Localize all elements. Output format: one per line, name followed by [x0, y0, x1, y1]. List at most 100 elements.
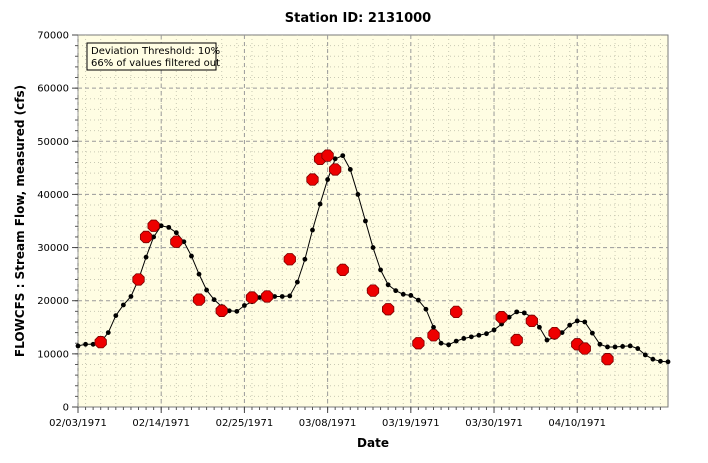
data-point [612, 344, 618, 350]
data-point [650, 356, 656, 362]
x-axis-label: Date [357, 436, 389, 450]
x-tick-label: 04/10/1971 [548, 418, 606, 429]
data-point [658, 358, 663, 364]
data-point [408, 293, 414, 298]
x-tick-label: 02/14/1971 [132, 418, 190, 429]
data-point [642, 352, 648, 358]
data-point [120, 302, 126, 308]
data-point [325, 177, 331, 182]
x-tick-label: 03/30/1971 [465, 418, 523, 429]
highlight-point [215, 304, 228, 317]
data-point [340, 153, 346, 159]
x-tick-label: 02/25/1971 [216, 418, 274, 429]
data-point [204, 287, 209, 293]
data-point [627, 343, 633, 349]
data-point [294, 279, 300, 285]
highlight-point [94, 336, 107, 349]
data-point [468, 334, 474, 340]
data-point [521, 310, 527, 316]
highlight-point [170, 235, 183, 248]
highlight-point [427, 329, 440, 342]
data-point [226, 308, 232, 314]
highlight-point [495, 311, 508, 324]
data-point [605, 344, 610, 350]
highlight-point [336, 263, 349, 277]
data-point [537, 324, 542, 330]
highlight-point [139, 230, 153, 244]
y-axis: 0 10000 20000 30000 40000 50000 60000 70000 [37, 31, 78, 414]
data-point [567, 322, 573, 328]
highlight-point [147, 219, 160, 232]
data-point [317, 201, 323, 207]
data-point [559, 330, 565, 335]
data-point [196, 271, 202, 277]
x-tick-label: 03/19/1971 [382, 418, 440, 429]
data-point [423, 306, 429, 312]
highlight-point [329, 163, 342, 176]
plot-area [77, 34, 669, 408]
data-point [90, 341, 96, 347]
data-point [158, 223, 164, 229]
data-point [242, 303, 247, 308]
data-point [189, 253, 194, 259]
data-point [347, 167, 353, 172]
y-tick-label: 40000 [37, 190, 69, 201]
series [75, 149, 671, 366]
highlight-point [601, 353, 614, 366]
data-point [506, 314, 512, 320]
data-point [415, 297, 421, 303]
data-point [431, 324, 436, 330]
highlight-point [510, 333, 523, 347]
data-point [461, 336, 467, 341]
data-point [113, 313, 119, 318]
data-point [211, 297, 217, 303]
highlight-point [366, 284, 380, 297]
y-axis-label: FLOWCFS : Stream Flow, measured (cfs) [13, 85, 27, 357]
data-point [166, 224, 172, 230]
y-tick-label: 60000 [37, 84, 69, 95]
data-point [400, 291, 406, 297]
data-point [574, 318, 580, 324]
data-point [355, 192, 361, 197]
data-point [279, 294, 285, 299]
data-point [257, 295, 262, 300]
highlight-point [260, 290, 274, 303]
data-point [393, 288, 399, 294]
data-point [385, 282, 391, 288]
data-point [181, 239, 187, 245]
data-point [484, 331, 489, 337]
data-point [544, 337, 550, 343]
highlight-point [450, 305, 463, 319]
y-tick-label: 10000 [37, 349, 69, 360]
highlight-point [306, 173, 319, 186]
data-point [287, 293, 293, 299]
data-point [514, 309, 520, 315]
annotation-box: Deviation Threshold: 10% 66% of values f… [86, 42, 220, 71]
highlight-point [192, 293, 206, 306]
data-point [491, 327, 497, 333]
data-point [453, 338, 459, 344]
data-point [476, 332, 482, 338]
data-point [272, 294, 278, 299]
data-point [582, 319, 588, 325]
highlight-point [548, 326, 561, 340]
data-point [635, 346, 641, 351]
y-tick-label: 30000 [37, 243, 69, 254]
data-point [438, 340, 444, 346]
data-point [143, 254, 149, 260]
highlight-point [132, 273, 145, 286]
data-point [310, 227, 315, 233]
data-point [620, 344, 626, 349]
data-point [173, 230, 179, 236]
annotation-line-1: Deviation Threshold: 10% [91, 46, 220, 57]
data-point [151, 234, 157, 240]
highlight-point [245, 291, 259, 304]
y-tick-label: 20000 [37, 296, 69, 307]
grid [77, 35, 668, 407]
data-point [597, 341, 603, 347]
data-point [370, 245, 376, 250]
annotation-border [86, 42, 217, 71]
highlight-point [283, 253, 296, 266]
